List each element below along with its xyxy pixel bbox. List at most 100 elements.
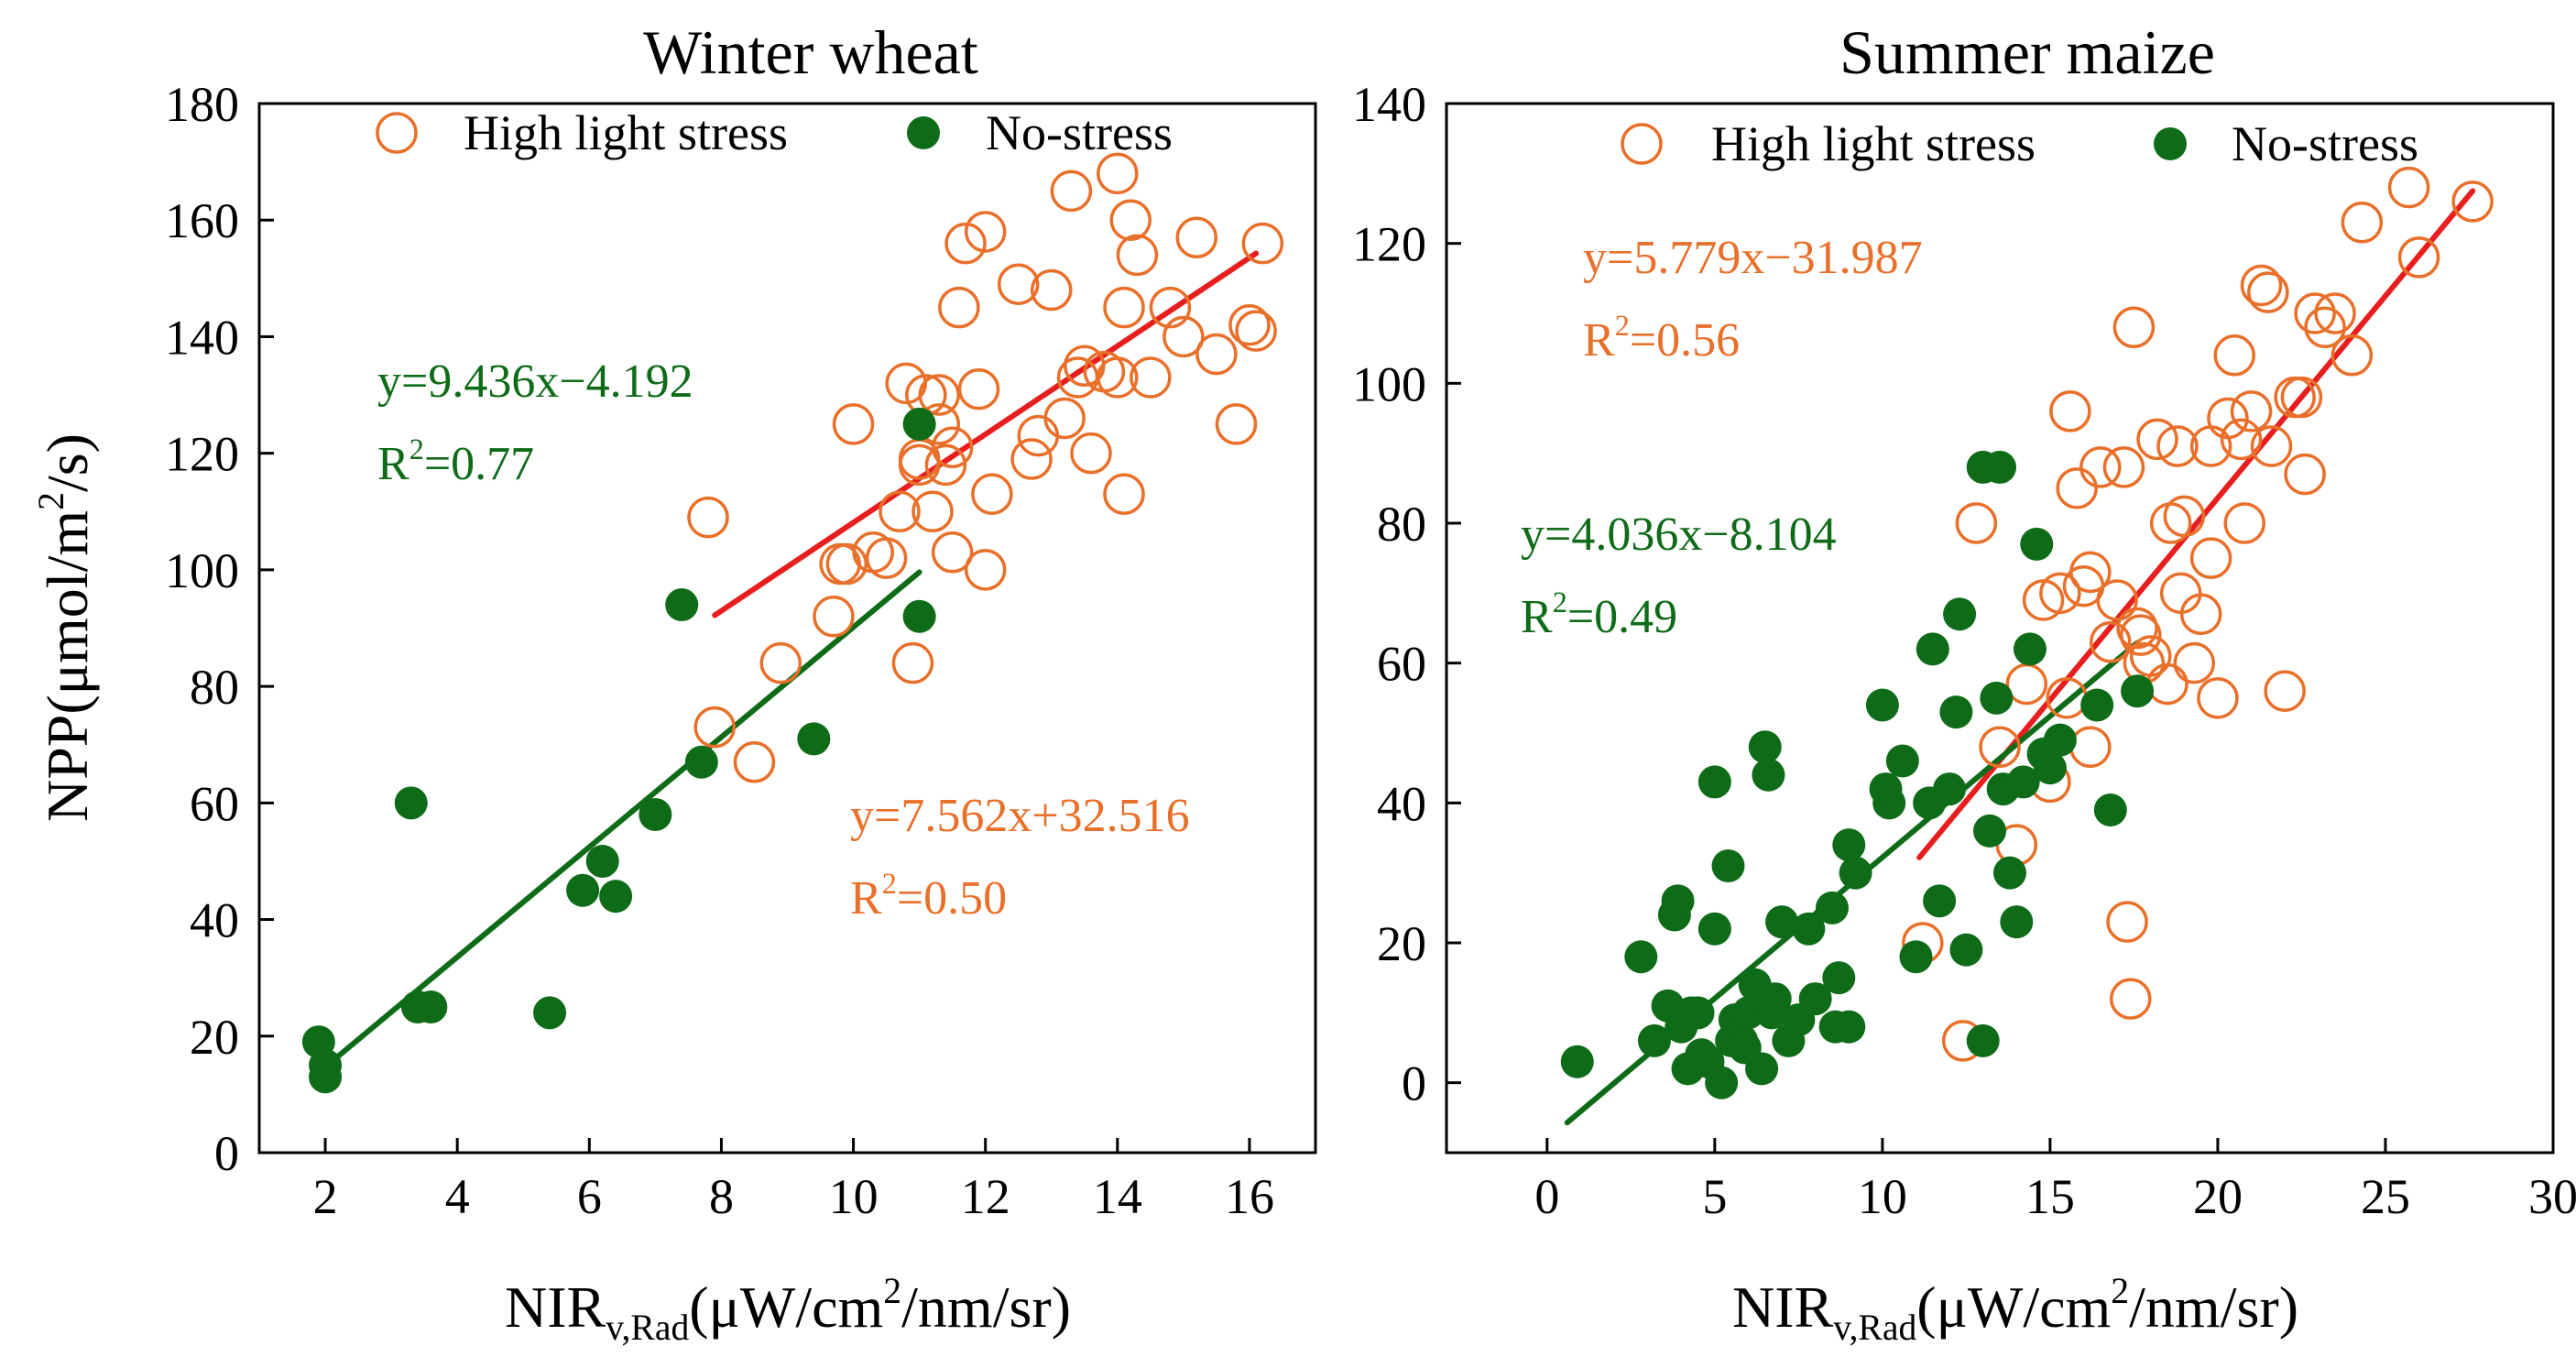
point-no-stress xyxy=(1980,681,2014,715)
point-high-stress xyxy=(819,542,861,585)
point-high-stress xyxy=(1162,315,1205,358)
point-high-stress xyxy=(971,473,1013,515)
point-no-stress xyxy=(1899,940,1933,974)
point-high-stress xyxy=(924,443,967,487)
point-no-stress xyxy=(1865,688,1899,722)
panel-summer-maize: Summer maize 0 5 10 15 20 25 30 0 20 40 60 80 100 120… xyxy=(1352,17,2576,1348)
y-tick-label: 120 xyxy=(1352,217,1426,272)
point-no-stress xyxy=(599,880,633,914)
point-high-stress xyxy=(2314,292,2356,334)
point-high-stress xyxy=(2156,425,2199,467)
point-no-stress xyxy=(585,844,619,878)
point-high-stress xyxy=(964,211,1007,253)
point-no-stress xyxy=(2093,793,2127,826)
point-no-stress xyxy=(1697,912,1731,946)
point-no-stress xyxy=(2020,527,2054,561)
point-high-stress xyxy=(2207,397,2249,440)
x-tick-label: 12 xyxy=(961,1169,1010,1224)
point-high-stress xyxy=(1235,310,1277,352)
chart-title: Winter wheat xyxy=(643,17,978,87)
point-high-stress xyxy=(1010,438,1053,480)
point-high-stress xyxy=(865,537,908,579)
point-high-stress xyxy=(2159,572,2202,615)
x-tick-label: 20 xyxy=(2193,1169,2243,1224)
point-high-stress xyxy=(879,490,921,533)
legend-marker-high xyxy=(376,112,418,154)
r2-text: R2=0.49 xyxy=(1521,585,1677,643)
y-tick-label: 160 xyxy=(165,193,239,248)
point-no-stress xyxy=(1637,1023,1671,1057)
point-no-stress xyxy=(1624,940,1658,974)
point-high-stress xyxy=(931,426,974,469)
point-no-stress xyxy=(309,1048,343,1082)
equation-high-stress: y=7.562x+32.516 R2=0.50 xyxy=(850,790,1190,925)
legend-label-high: High light stress xyxy=(464,105,788,160)
x-tick-label: 14 xyxy=(1093,1169,1142,1224)
y-axis-label: NPP(μmol/m2/s) xyxy=(31,433,100,822)
equation-line: y=9.436x−4.192 xyxy=(377,356,693,408)
point-no-stress xyxy=(1869,772,1903,806)
point-no-stress xyxy=(1748,730,1782,764)
legend: High light stress No-stress xyxy=(1621,116,2418,171)
point-high-stress xyxy=(1175,216,1218,259)
y-tick-label: 120 xyxy=(165,427,239,482)
y-tick-label: 40 xyxy=(1377,776,1426,831)
point-no-stress xyxy=(1839,856,1872,890)
point-no-stress xyxy=(902,407,936,441)
x-tick-label: 10 xyxy=(829,1169,879,1224)
point-no-stress xyxy=(1765,905,1799,939)
point-high-stress xyxy=(2387,166,2430,209)
x-tick-label: 15 xyxy=(2025,1169,2075,1224)
point-high-stress xyxy=(1979,726,2021,769)
legend-marker-no xyxy=(907,116,940,149)
point-high-stress xyxy=(1955,502,1998,544)
legend-marker-high xyxy=(1621,123,1663,165)
point-no-stress xyxy=(2013,632,2047,666)
y-tick-label: 0 xyxy=(1402,1056,1426,1111)
point-high-stress xyxy=(2250,425,2293,467)
equation-no-stress: y=9.436x−4.192 R2=0.77 xyxy=(377,356,693,490)
point-no-stress xyxy=(1818,1010,1852,1044)
point-high-stress xyxy=(964,549,1007,591)
y-tick-label: 180 xyxy=(165,77,239,132)
point-high-stress xyxy=(2173,641,2216,684)
equation-no-stress: y=4.036x−8.104 R2=0.49 xyxy=(1521,509,1837,643)
point-no-stress xyxy=(1685,1038,1719,1072)
x-axis-label: NIRv,Rad(μW/cm2/nm/sr) xyxy=(505,1271,1071,1348)
point-no-stress xyxy=(1661,884,1695,918)
x-tick-label: 8 xyxy=(709,1169,734,1224)
point-no-stress xyxy=(1939,695,1973,729)
x-axis-label: NIRv,Rad(μW/cm2/nm/sr) xyxy=(1732,1271,2298,1348)
point-high-stress xyxy=(2119,614,2162,656)
point-high-stress xyxy=(2096,579,2138,621)
point-high-stress xyxy=(997,263,1040,305)
x-tick-label: 25 xyxy=(2361,1169,2410,1224)
y-tick-label: 100 xyxy=(165,543,239,598)
point-no-stress xyxy=(1923,884,1957,918)
y-tick-label: 20 xyxy=(1377,916,1426,971)
point-no-stress xyxy=(1711,849,1745,883)
point-high-stress xyxy=(2304,306,2346,349)
y-tick-label: 100 xyxy=(1352,356,1426,411)
point-high-stress xyxy=(2069,551,2112,594)
point-high-stress xyxy=(693,706,736,749)
equation-high-stress: y=5.779x−31.987 R2=0.56 xyxy=(1583,232,1923,367)
point-high-stress xyxy=(2247,271,2289,313)
legend-label-high: High light stress xyxy=(1711,116,2036,171)
x-tick-label: 2 xyxy=(313,1169,338,1224)
plot-frame xyxy=(257,102,1317,1155)
point-high-stress xyxy=(1103,286,1145,329)
data-points xyxy=(301,152,1284,1094)
data-points xyxy=(1560,166,2494,1100)
x-tick-label: 30 xyxy=(2528,1169,2576,1224)
point-high-stress xyxy=(733,741,776,783)
point-high-stress xyxy=(2102,446,2145,488)
point-high-stress xyxy=(1031,268,1073,312)
point-high-stress xyxy=(2136,418,2178,461)
r2-text: R2=0.50 xyxy=(850,867,1007,925)
point-high-stress xyxy=(2112,306,2156,349)
x-tick-label: 6 xyxy=(577,1169,602,1224)
point-no-stress xyxy=(665,588,699,622)
y-tick-label: 80 xyxy=(1377,497,1426,552)
